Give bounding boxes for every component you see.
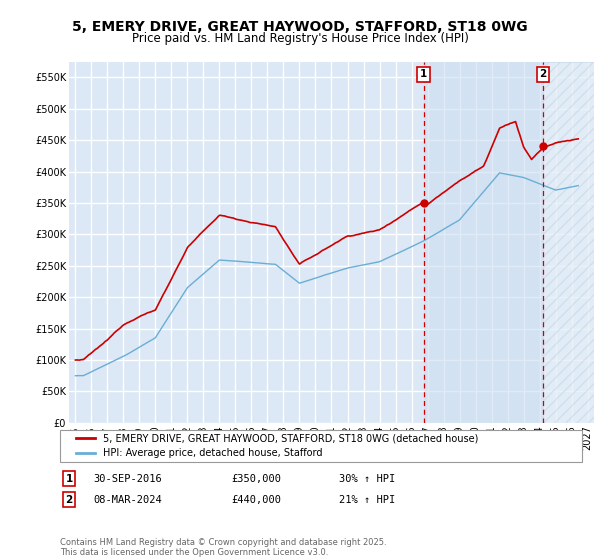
Text: 21% ↑ HPI: 21% ↑ HPI bbox=[339, 494, 395, 505]
Text: £350,000: £350,000 bbox=[231, 474, 281, 484]
Text: £440,000: £440,000 bbox=[231, 494, 281, 505]
Text: Contains HM Land Registry data © Crown copyright and database right 2025.
This d: Contains HM Land Registry data © Crown c… bbox=[60, 538, 386, 557]
Text: 30-SEP-2016: 30-SEP-2016 bbox=[93, 474, 162, 484]
Bar bbox=[543, 62, 594, 423]
Text: 5, EMERY DRIVE, GREAT HAYWOOD, STAFFORD, ST18 0WG: 5, EMERY DRIVE, GREAT HAYWOOD, STAFFORD,… bbox=[72, 20, 528, 34]
Text: 30% ↑ HPI: 30% ↑ HPI bbox=[339, 474, 395, 484]
Text: 08-MAR-2024: 08-MAR-2024 bbox=[93, 494, 162, 505]
Text: 1: 1 bbox=[420, 69, 427, 80]
Legend: 5, EMERY DRIVE, GREAT HAYWOOD, STAFFORD, ST18 0WG (detached house), HPI: Average: 5, EMERY DRIVE, GREAT HAYWOOD, STAFFORD,… bbox=[70, 427, 484, 464]
Text: 2: 2 bbox=[65, 494, 73, 505]
Bar bbox=[424, 62, 594, 423]
Text: 2: 2 bbox=[539, 69, 547, 80]
Text: 1: 1 bbox=[65, 474, 73, 484]
Text: Price paid vs. HM Land Registry's House Price Index (HPI): Price paid vs. HM Land Registry's House … bbox=[131, 32, 469, 45]
